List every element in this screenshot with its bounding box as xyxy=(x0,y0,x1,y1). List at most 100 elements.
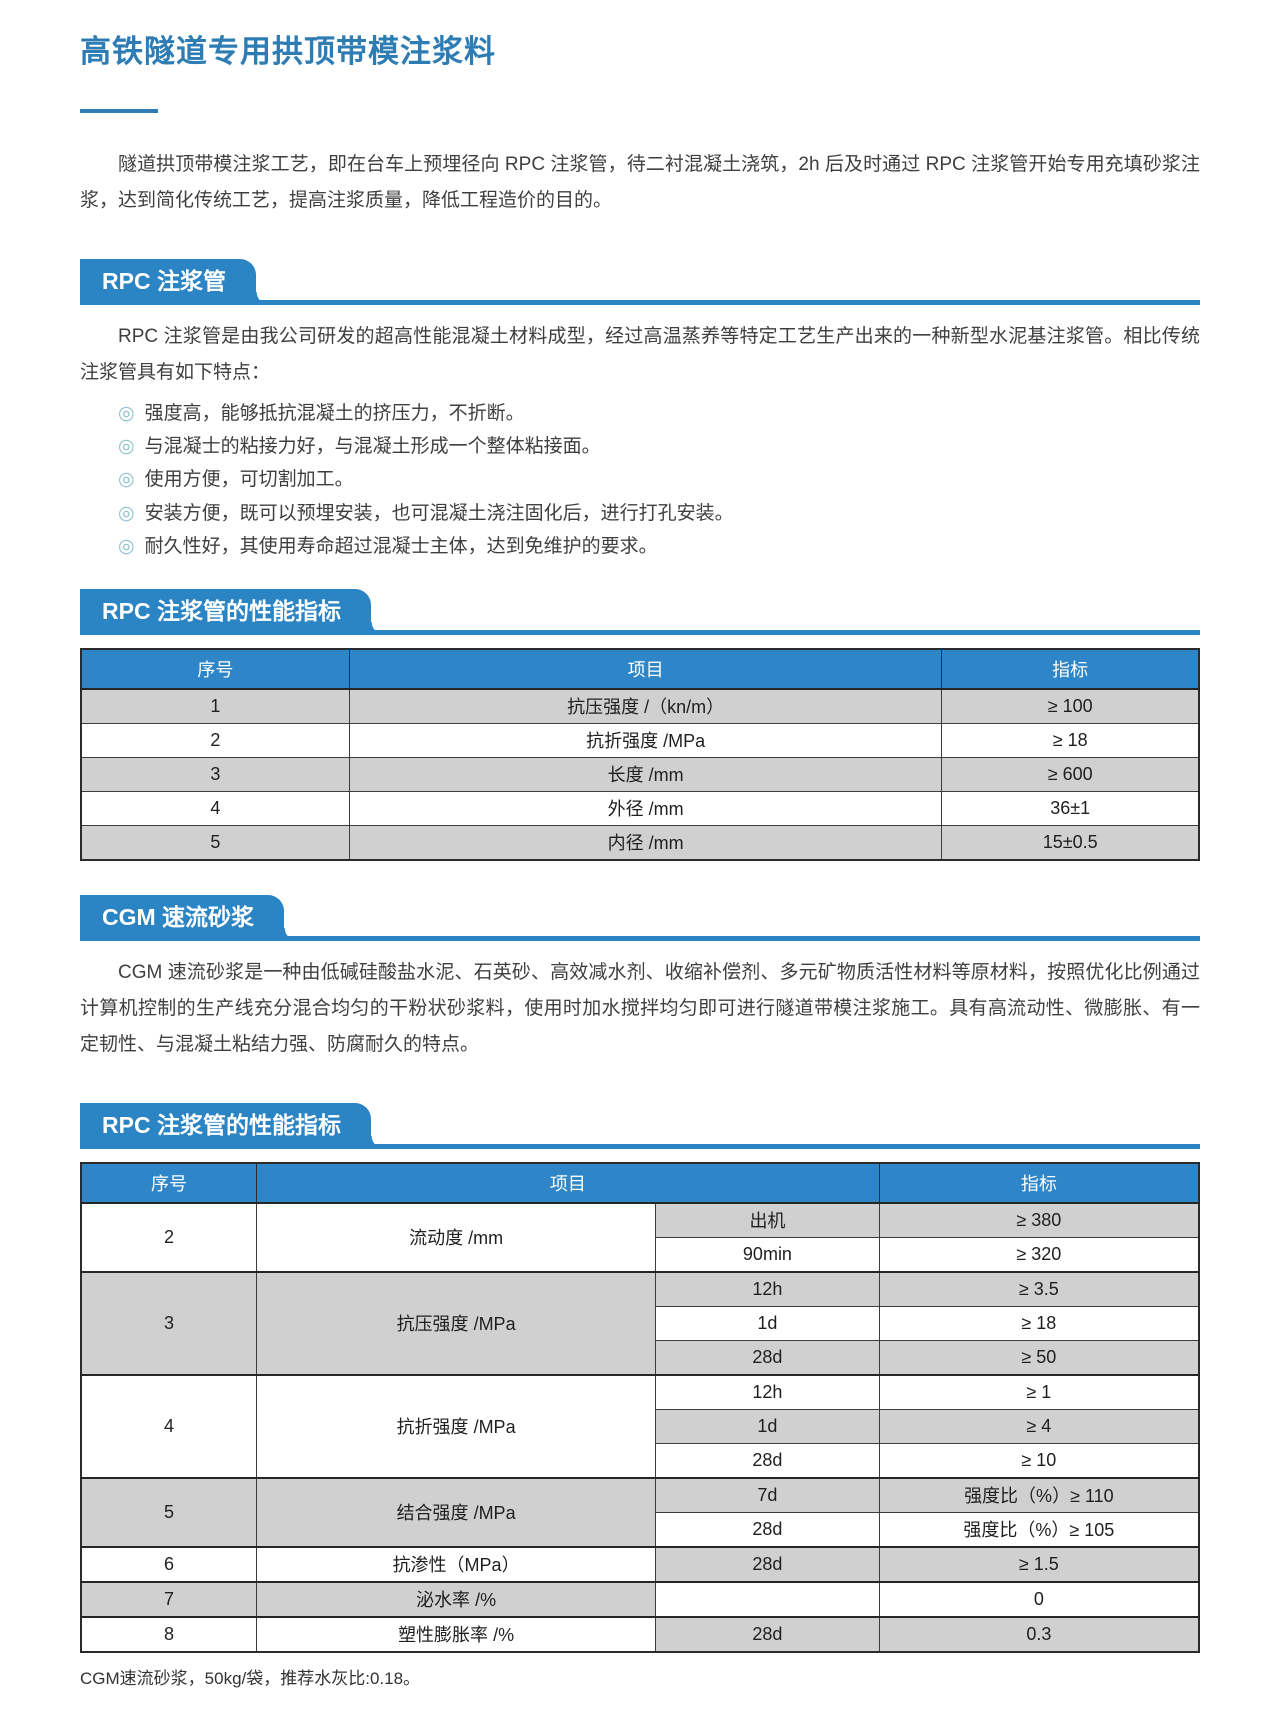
cell-no: 8 xyxy=(80,1615,258,1653)
feature-text: 安装方便，既可以预埋安装，也可混凝土浇注固化后，进行打孔安装。 xyxy=(144,502,734,524)
intro-paragraph: 隧道拱顶带模注浆工艺，即在台车上预埋径向 RPC 注浆管，待二衬混凝土浇筑，2h… xyxy=(80,154,1200,212)
cell-condition: 1d xyxy=(655,1305,880,1341)
cell-no: 5 xyxy=(80,824,350,861)
section-badge-cgm-spec: RPC 注浆管的性能指标 xyxy=(80,1102,384,1149)
table-header-row: 序号 项目 指标 xyxy=(80,648,1200,690)
table-row: 2 流动度 /mm 出机 ≥ 380 xyxy=(80,1202,1200,1273)
section-underline xyxy=(80,935,1200,941)
col-header-no: 序号 xyxy=(80,648,350,690)
table-row: 28d ≥ 50 xyxy=(81,1339,1200,1376)
list-item: ◎ 使用方便，可切割加工。 xyxy=(118,463,1200,496)
cell-item: 抗渗性（MPa） xyxy=(256,1545,657,1583)
section-header-rpc: RPC 注浆管 xyxy=(80,259,1200,306)
cell-item: 抗压强度 /MPa xyxy=(256,1270,657,1376)
list-item: ◎ 耐久性好，其使用寿命超过混凝士主体，达到免维护的要求。 xyxy=(118,530,1200,563)
cgm-spec-table: 序号 项目 指标 2 流动度 /mm 出机 ≥ 380 90min ≥ 320 xyxy=(80,1161,1200,1653)
table-row: 8 塑性膨胀率 /% 28d 0.3 xyxy=(80,1615,1200,1653)
cell-value: ≥ 18 xyxy=(941,722,1200,758)
cell-value: ≥ 50 xyxy=(878,1339,1200,1376)
cell-value: 0 xyxy=(878,1580,1200,1618)
cell-item: 抗折强度 /MPa xyxy=(256,1373,657,1479)
section-underline xyxy=(80,300,1200,306)
ring-bullet-icon: ◎ xyxy=(118,436,135,458)
cell-item: 流动度 /mm xyxy=(256,1202,657,1273)
cgm-spec-table-wrap: 序号 项目 指标 2 流动度 /mm 出机 ≥ 380 90min ≥ 320 xyxy=(80,1161,1200,1653)
cell-condition: 28d xyxy=(655,1511,880,1548)
cell-no: 2 xyxy=(80,1202,258,1273)
cell-value: 强度比（%）≥ 105 xyxy=(878,1511,1200,1548)
col-header-value: 指标 xyxy=(878,1162,1200,1204)
col-header-value: 指标 xyxy=(941,648,1200,690)
cell-value: 强度比（%）≥ 110 xyxy=(878,1476,1200,1513)
list-item: ◎ 与混凝士的粘接力好，与混凝土形成一个整体粘接面。 xyxy=(118,430,1200,463)
cell-no: 4 xyxy=(80,1373,258,1479)
cell-condition: 12h xyxy=(655,1373,880,1410)
cell-value: ≥ 4 xyxy=(878,1408,1200,1444)
cell-condition: 1d xyxy=(655,1408,880,1444)
table-row: 1 抗压强度 /（kn/m） ≥ 100 xyxy=(80,688,1200,724)
cell-value: ≥ 1.5 xyxy=(878,1545,1200,1583)
section-badge-rpc: RPC 注浆管 xyxy=(80,259,269,306)
table-row: 1d ≥ 4 xyxy=(81,1408,1200,1444)
table-row: 4 抗折强度 /MPa 12h ≥ 1 xyxy=(80,1373,1200,1479)
cell-no: 5 xyxy=(80,1476,258,1548)
cell-condition: 28d xyxy=(655,1615,880,1653)
cell-value: ≥ 10 xyxy=(878,1442,1200,1479)
cell-condition: 28d xyxy=(655,1442,880,1479)
cell-condition: 出机 xyxy=(655,1202,880,1238)
table-row: 28d ≥ 10 xyxy=(81,1442,1200,1479)
cell-item: 结合强度 /MPa xyxy=(256,1476,657,1548)
cell-item: 长度 /mm xyxy=(348,756,943,792)
rpc-description: RPC 注浆管是由我公司研发的超高性能混凝土材料成型，经过高温蒸养等特定工艺生产… xyxy=(80,326,1200,384)
table-row: 5 结合强度 /MPa 7d 强度比（%）≥ 110 xyxy=(80,1476,1200,1548)
section-underline xyxy=(80,629,1200,635)
cell-value: 15±0.5 xyxy=(941,824,1200,861)
section-header-cgm-spec: RPC 注浆管的性能指标 xyxy=(80,1102,1200,1149)
rpc-spec-table-wrap: 序号 项目 指标 1 抗压强度 /（kn/m） ≥ 100 2 抗折强度 /MP… xyxy=(80,647,1200,861)
cell-item: 内径 /mm xyxy=(348,824,943,861)
cell-no: 1 xyxy=(80,688,350,724)
section-header-rpc-spec: RPC 注浆管的性能指标 xyxy=(80,588,1200,635)
ring-bullet-icon: ◎ xyxy=(118,403,135,425)
cell-no: 2 xyxy=(80,722,350,758)
col-header-no: 序号 xyxy=(80,1162,258,1204)
title-divider xyxy=(80,109,158,113)
cell-condition: 7d xyxy=(655,1476,880,1513)
cell-condition: 28d xyxy=(655,1339,880,1376)
cell-no: 3 xyxy=(80,756,350,792)
table-row: 3 抗压强度 /MPa 12h ≥ 3.5 xyxy=(80,1270,1200,1376)
footnote: CGM速流砂浆，50kg/袋，推荐水灰比:0.18。 xyxy=(80,1668,421,1688)
table-row: 2 抗折强度 /MPa ≥ 18 xyxy=(80,722,1200,758)
section-badge-cgm: CGM 速流砂浆 xyxy=(80,894,298,941)
cell-item: 外径 /mm xyxy=(348,790,943,826)
section-underline xyxy=(80,1143,1200,1149)
cell-condition: 28d xyxy=(655,1545,880,1583)
col-header-item: 项目 xyxy=(348,648,943,690)
ring-bullet-icon: ◎ xyxy=(118,502,135,524)
cell-value: ≥ 18 xyxy=(878,1305,1200,1341)
section-header-cgm: CGM 速流砂浆 xyxy=(80,894,1200,941)
cell-value: ≥ 1 xyxy=(878,1373,1200,1410)
rpc-spec-table: 序号 项目 指标 1 抗压强度 /（kn/m） ≥ 100 2 抗折强度 /MP… xyxy=(80,647,1200,861)
table-row: 3 长度 /mm ≥ 600 xyxy=(80,756,1200,792)
feature-text: 使用方便，可切割加工。 xyxy=(144,469,354,491)
table-header-row: 序号 项目 指标 xyxy=(80,1162,1200,1204)
table-row: 5 内径 /mm 15±0.5 xyxy=(80,824,1200,861)
cell-value: ≥ 100 xyxy=(941,688,1200,724)
cell-item: 抗压强度 /（kn/m） xyxy=(348,688,943,724)
page-title: 高铁隧道专用拱顶带模注浆料 xyxy=(80,34,496,69)
table-row: 4 外径 /mm 36±1 xyxy=(80,790,1200,826)
section-badge-rpc-spec: RPC 注浆管的性能指标 xyxy=(80,588,384,635)
cell-item: 抗折强度 /MPa xyxy=(348,722,943,758)
feature-text: 耐久性好，其使用寿命超过混凝士主体，达到免维护的要求。 xyxy=(144,535,658,557)
cell-value: ≥ 380 xyxy=(878,1202,1200,1238)
list-item: ◎ 强度高，能够抵抗混凝土的挤压力，不折断。 xyxy=(118,397,1200,430)
cell-value: ≥ 600 xyxy=(941,756,1200,792)
cell-no: 6 xyxy=(80,1545,258,1583)
cell-no: 7 xyxy=(80,1580,258,1618)
cell-condition xyxy=(655,1580,880,1618)
ring-bullet-icon: ◎ xyxy=(118,535,135,557)
cell-value: 0.3 xyxy=(878,1615,1200,1653)
list-item: ◎ 安装方便，既可以预埋安装，也可混凝土浇注固化后，进行打孔安装。 xyxy=(118,497,1200,530)
cell-value: ≥ 3.5 xyxy=(878,1270,1200,1307)
